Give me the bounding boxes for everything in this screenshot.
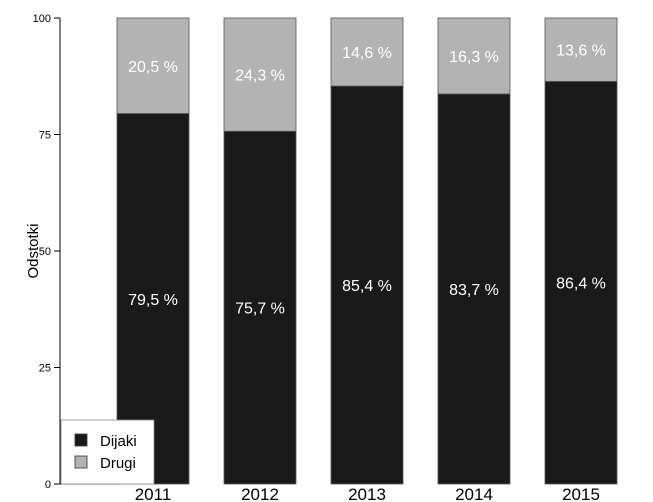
x-category-label: 2015 <box>562 485 600 502</box>
legend-swatch-drugi <box>74 455 88 469</box>
legend-box <box>60 419 155 485</box>
y-tick-label: 50 <box>39 246 51 258</box>
bar-dijaki <box>437 93 511 485</box>
data-label-drugi: 13,6 % <box>556 43 606 60</box>
bar-drugi <box>223 17 297 132</box>
legend-swatch-dijaki <box>74 433 88 447</box>
legend-label-dijaki: Dijaki <box>100 433 137 450</box>
bar-drugi <box>330 17 404 87</box>
x-category-label: 2014 <box>455 485 493 502</box>
data-label-dijaki: 83,7 % <box>449 282 499 299</box>
y-tick-label: 0 <box>45 479 51 491</box>
legend-label-drugi: Drugi <box>100 455 136 472</box>
x-axis-category-labels: 2011 2012 2013 2014 2015 <box>60 483 600 502</box>
data-label-dijaki: 75,7 % <box>235 301 285 318</box>
y-tick-label: 100 <box>33 13 51 25</box>
y-axis-ticks: 0 25 50 75 100 <box>33 13 60 491</box>
y-axis-label: Odstotki <box>25 223 42 278</box>
data-label-drugi: 14,6 % <box>342 45 392 62</box>
bar-drugi <box>544 17 618 82</box>
data-label-drugi: 24,3 % <box>235 68 285 85</box>
bar-dijaki <box>544 80 618 485</box>
data-label-drugi: 16,3 % <box>449 49 499 66</box>
x-category-label: 2012 <box>241 485 279 502</box>
x-category-label: 2011 <box>135 485 172 502</box>
bars-group: 79,5 % 20,5 % 75,7 % 24,3 % 85,4 % 14,6 % 83,7… <box>116 17 618 485</box>
x-category-label: 2013 <box>348 485 386 502</box>
data-label-drugi: 20,5 % <box>128 59 178 76</box>
bar-dijaki <box>330 85 404 485</box>
y-tick-label: 75 <box>39 130 51 142</box>
data-label-dijaki: 85,4 % <box>342 278 392 295</box>
data-label-dijaki: 86,4 % <box>556 276 606 293</box>
legend: Dijaki Drugi <box>60 419 155 485</box>
bar-drugi <box>437 17 511 95</box>
bar-dijaki <box>223 130 297 485</box>
y-tick-label: 25 <box>39 363 51 375</box>
data-label-dijaki: 79,5 % <box>128 292 178 309</box>
bar-drugi <box>116 17 190 114</box>
